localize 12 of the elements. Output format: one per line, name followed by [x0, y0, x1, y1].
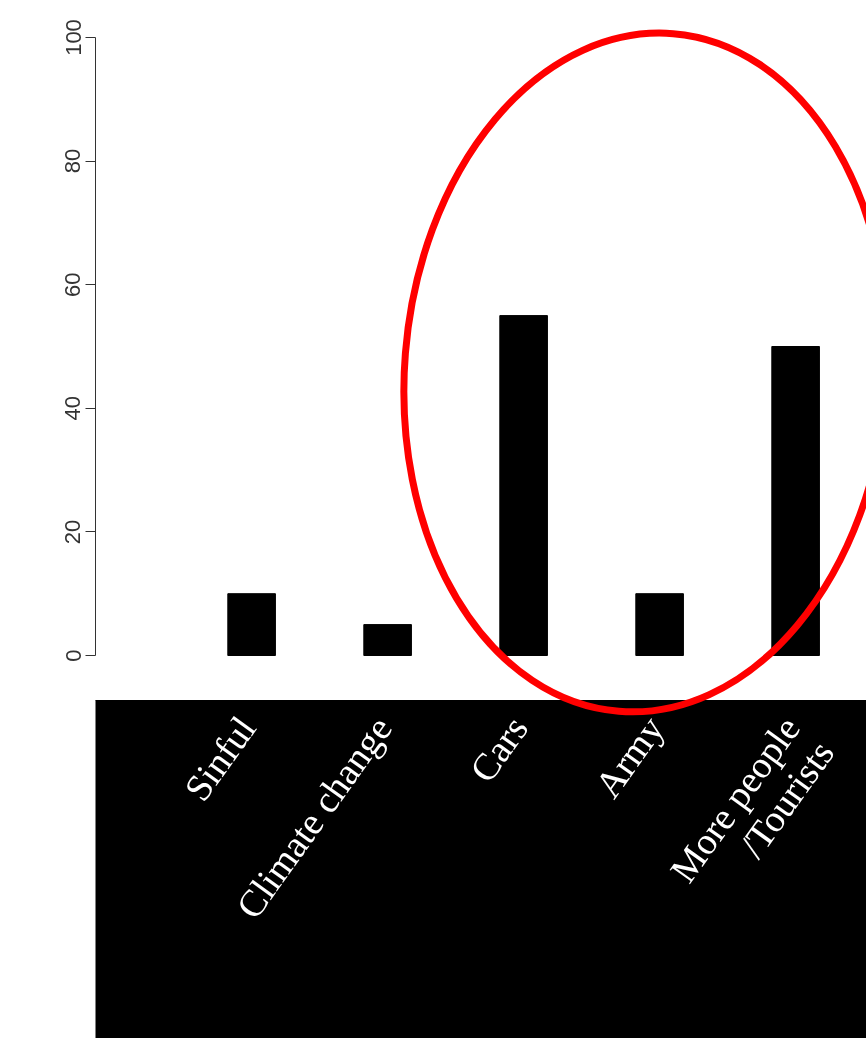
y-tick-label: 20 — [60, 519, 86, 545]
bar — [771, 346, 820, 656]
bar — [499, 315, 548, 656]
y-tick-label: 80 — [60, 148, 86, 174]
y-tick-label: 0 — [60, 649, 86, 662]
y-tick-label: 100 — [60, 19, 86, 56]
bar — [227, 593, 276, 656]
bar — [635, 593, 684, 656]
y-tick-label: 40 — [60, 396, 86, 421]
bar — [363, 624, 412, 656]
x-tick-label: Cars — [461, 708, 537, 790]
y-tick-label: 60 — [60, 272, 86, 297]
